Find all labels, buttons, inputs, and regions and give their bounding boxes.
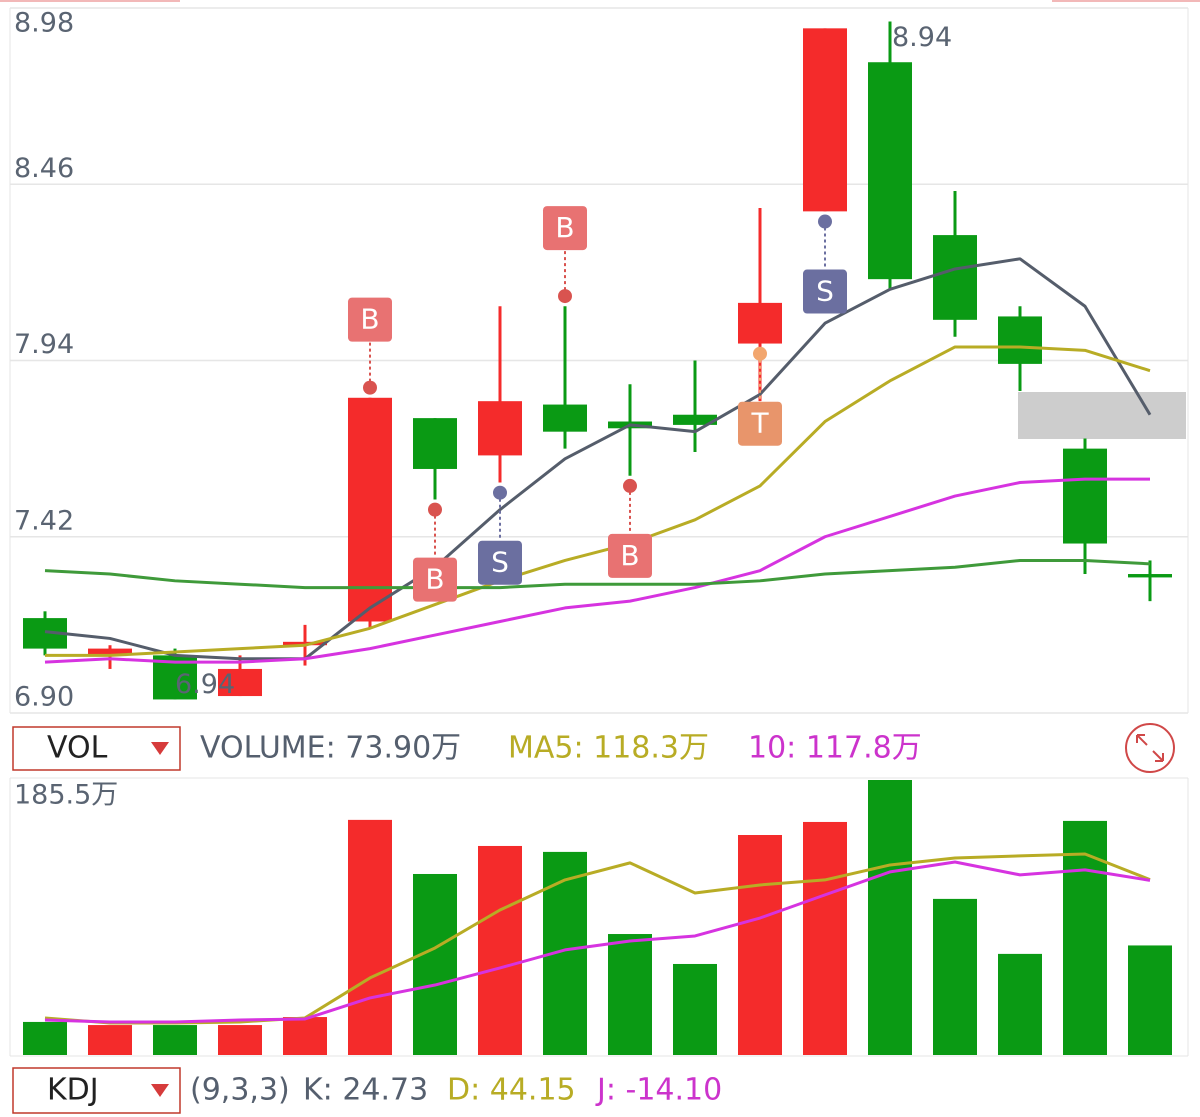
marker-box — [543, 206, 587, 251]
candle-body — [218, 668, 262, 697]
volume-bar — [608, 934, 652, 1055]
volume-bar — [283, 1017, 327, 1055]
expand-arrows — [1136, 734, 1164, 762]
candle-body — [478, 401, 522, 456]
ma-line — [44, 558, 1151, 590]
kdj-header: KDJ (9,3,3) K: 24.73 D: 44.15 J: -14.10 — [12, 1067, 722, 1114]
dropdown-arrow — [151, 742, 169, 755]
candle-body — [1128, 574, 1172, 578]
volume-bar — [673, 963, 717, 1055]
marker-dot — [558, 289, 572, 304]
marker-label: T — [750, 407, 769, 440]
marker-label: B — [555, 211, 574, 244]
volume-bar — [933, 898, 977, 1055]
dropdown-arrow — [151, 1084, 169, 1097]
expand-icon — [1125, 723, 1175, 773]
volume-bar — [1128, 945, 1172, 1055]
volume-bar — [478, 845, 522, 1055]
marker-label: S — [816, 275, 834, 308]
volume-bar — [153, 1025, 197, 1055]
k-value: K: 24.73 — [303, 1073, 428, 1108]
indicator-selector[interactable] — [12, 1067, 181, 1114]
volume-bar — [218, 1025, 262, 1055]
y-tick-label: 185.5万 — [14, 780, 118, 811]
candle-body — [283, 641, 327, 646]
kdj-params: (9,3,3) — [190, 1073, 290, 1108]
volume-bar — [348, 819, 392, 1055]
marker-label: B — [425, 563, 444, 596]
volume-value: VOLUME: 73.90万 — [200, 731, 461, 766]
candle-body — [1063, 448, 1107, 544]
volume-panel: 185.5万 — [14, 780, 1172, 1055]
ma-line — [44, 477, 1150, 664]
j-value: J: -14.10 — [595, 1073, 722, 1108]
marker-label: S — [491, 546, 509, 579]
candle-body — [933, 235, 977, 320]
marker-box — [478, 540, 522, 585]
y-tick-label: 7.42 — [14, 505, 74, 536]
max-price-label: 8.94 — [892, 22, 952, 53]
d-value: D: 44.15 — [447, 1073, 576, 1108]
marker-box — [608, 533, 652, 578]
marker-box — [413, 557, 457, 602]
price-panel: 8.98 8.46 7.94 7.42 6.90 B B S B B T S 8.94 6.94 — [10, 7, 1188, 714]
ma-line — [44, 860, 1151, 1024]
ma-line — [44, 257, 1152, 661]
volume-bar — [1063, 820, 1107, 1055]
candle-body — [738, 302, 782, 344]
expand-button[interactable] — [1125, 723, 1175, 773]
marker-dot — [493, 485, 507, 500]
price-highlight — [1018, 392, 1186, 439]
volume-bar — [803, 821, 847, 1055]
marker-dot — [818, 214, 832, 229]
volume-bar — [998, 953, 1042, 1055]
candle-body — [413, 418, 457, 469]
volume-bar — [23, 1021, 67, 1055]
marker-box — [738, 401, 782, 446]
candle-body — [88, 648, 132, 656]
candle-body — [673, 414, 717, 425]
y-tick-label: 7.94 — [14, 329, 74, 360]
volume-bar — [413, 873, 457, 1055]
marker-label: B — [620, 539, 639, 572]
marker-dot — [753, 346, 767, 361]
marker-dot — [428, 502, 442, 517]
selector-label: KDJ — [47, 1073, 99, 1108]
min-price-label: 6.94 — [175, 669, 235, 700]
marker-label: B — [360, 303, 379, 336]
marker-box — [348, 297, 392, 342]
candle-body — [348, 397, 392, 622]
candle-body — [868, 62, 912, 280]
selector-label: VOL — [47, 731, 108, 766]
volume-bar — [868, 780, 912, 1055]
y-tick-label: 8.98 — [14, 8, 74, 39]
ma-line — [45, 345, 1151, 657]
candle-body — [998, 316, 1042, 364]
volume-bar — [88, 1025, 132, 1055]
y-tick-label: 8.46 — [14, 153, 74, 184]
y-tick-label: 6.90 — [14, 682, 74, 713]
candle-body — [803, 28, 847, 212]
ma-line — [44, 852, 1151, 1025]
volume-bar — [738, 835, 782, 1055]
candle-body — [543, 404, 587, 432]
marker-dot — [623, 478, 637, 493]
indicator-selector[interactable] — [12, 726, 181, 771]
marker-dot — [363, 380, 377, 395]
ma10-value: 10: 117.8万 — [748, 731, 922, 766]
marker-box — [803, 269, 847, 314]
ma5-value: MA5: 118.3万 — [508, 731, 709, 766]
vol-header: VOL VOLUME: 73.90万 MA5: 118.3万 10: 117.8… — [12, 723, 1175, 773]
